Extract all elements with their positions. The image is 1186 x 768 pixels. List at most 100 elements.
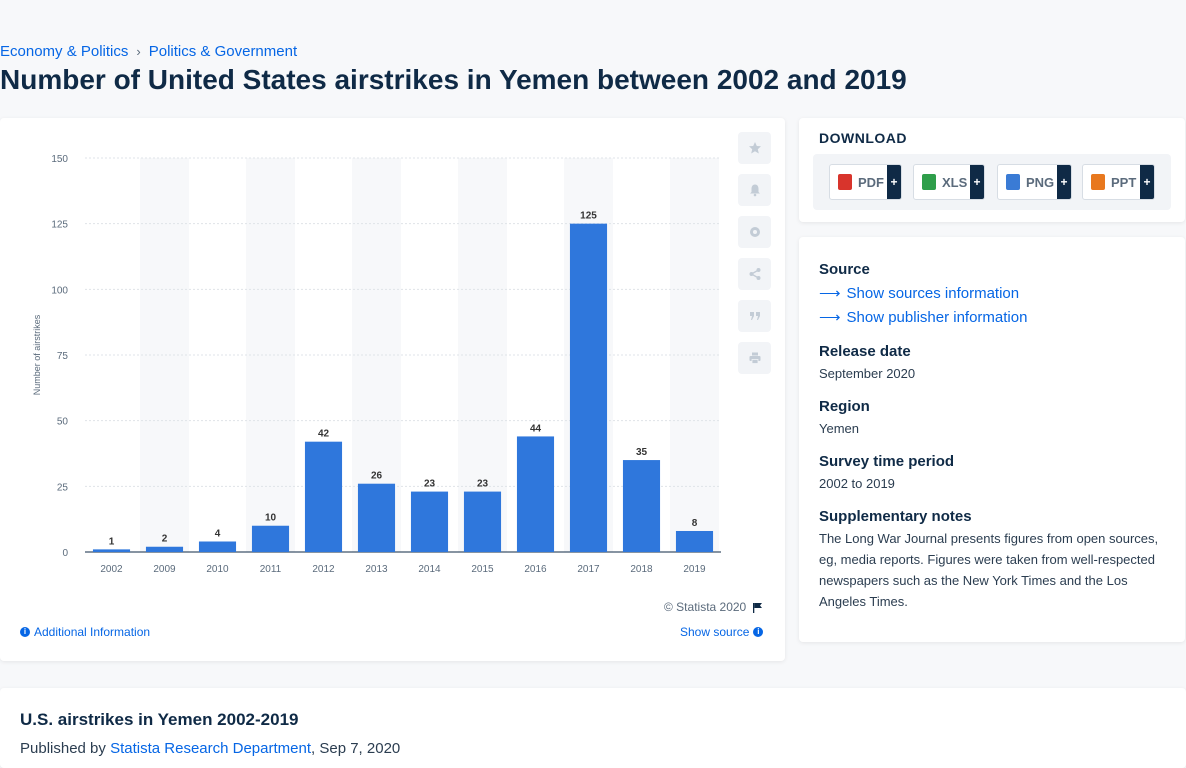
bar-chart: 0 25 50 75 100 125 150 Number of airstrikes 1 200… <box>32 154 721 575</box>
release-date-heading: Release date <box>819 343 911 360</box>
region-value: Yemen <box>819 421 859 436</box>
download-card: DOWNLOAD PDF + XLS + PNG + PPT + <box>799 118 1185 222</box>
page-title: Number of United States airstrikes in Ye… <box>0 64 907 95</box>
publication-title: U.S. airstrikes in Yemen 2002-2019 <box>20 710 299 729</box>
x-tick-label: 2010 <box>206 564 229 575</box>
chart-toolbar <box>738 132 771 374</box>
download-png-label: PNG <box>1026 174 1055 190</box>
x-tick-label: 2017 <box>577 564 600 575</box>
show-publisher-label: Show publisher information <box>846 308 1028 326</box>
info-icon: i <box>753 627 764 637</box>
x-tick-label: 2016 <box>524 564 547 575</box>
statistic-details-card: Source ⟶ Show sources information ⟶ Show… <box>799 237 1185 642</box>
share-icon[interactable] <box>738 258 771 290</box>
data-label: 125 <box>580 211 597 222</box>
data-label: 10 <box>265 513 277 524</box>
download-ppt-label: PPT <box>1111 174 1137 190</box>
show-source-link[interactable]: Show source i <box>680 625 764 639</box>
x-tick-label: 2019 <box>683 564 706 575</box>
y-axis-label: Number of airstrikes <box>32 314 42 395</box>
bar <box>516 436 555 552</box>
source-heading: Source <box>819 261 870 278</box>
download-png-button[interactable]: PNG + <box>997 164 1072 200</box>
xls-file-icon <box>922 174 936 190</box>
x-tick-label: 2011 <box>260 564 282 575</box>
download-ppt-button[interactable]: PPT + <box>1082 164 1155 200</box>
column-band <box>140 158 189 552</box>
x-tick-label: 2009 <box>153 564 176 575</box>
bar <box>410 491 449 552</box>
x-tick-label: 2013 <box>365 564 388 575</box>
y-tick-label: 100 <box>51 285 68 296</box>
data-label: 23 <box>424 479 436 490</box>
plus-icon[interactable]: + <box>1057 165 1071 199</box>
png-file-icon <box>1006 174 1020 190</box>
star-icon[interactable] <box>738 132 771 164</box>
flag-icon[interactable] <box>752 602 763 613</box>
bar <box>145 546 184 552</box>
breadcrumb-link-economy[interactable]: Economy & Politics <box>0 43 129 60</box>
survey-period-heading: Survey time period <box>819 453 955 470</box>
pdf-file-icon <box>838 174 852 190</box>
x-tick-label: 2012 <box>312 564 335 575</box>
y-tick-label: 125 <box>51 220 68 231</box>
ppt-file-icon <box>1091 174 1105 190</box>
download-xls-label: XLS <box>942 174 968 190</box>
bar <box>304 441 343 552</box>
x-tick-label: 2014 <box>418 564 441 575</box>
data-label: 42 <box>318 429 330 440</box>
x-tick-label: 2015 <box>471 564 494 575</box>
publisher-link[interactable]: Statista Research Department <box>110 740 312 757</box>
y-tick-label: 0 <box>62 548 68 559</box>
bar <box>569 223 608 552</box>
region-heading: Region <box>819 398 870 415</box>
plus-icon[interactable]: + <box>887 165 901 199</box>
print-icon[interactable] <box>738 342 771 374</box>
y-tick-label: 25 <box>57 482 69 493</box>
download-pdf-label: PDF <box>858 174 884 190</box>
publication-line: Published by Statista Research Departmen… <box>20 740 400 757</box>
plus-icon[interactable]: + <box>1140 165 1154 199</box>
bar <box>251 525 290 552</box>
bar <box>463 491 502 552</box>
additional-information-label: Additional Information <box>34 625 151 639</box>
y-tick-label: 50 <box>57 417 69 428</box>
plus-icon[interactable]: + <box>970 165 984 199</box>
breadcrumb: Economy & Politics › Politics & Governme… <box>0 43 297 60</box>
breadcrumb-link-politics[interactable]: Politics & Government <box>148 43 298 60</box>
download-xls-button[interactable]: XLS + <box>913 164 985 200</box>
bar <box>357 483 396 552</box>
quote-icon[interactable] <box>738 300 771 332</box>
y-tick-label: 75 <box>57 351 69 362</box>
x-tick-label: 2018 <box>630 564 653 575</box>
bar <box>92 549 131 552</box>
copyright: © Statista 2020 <box>664 600 763 614</box>
bar <box>198 541 237 552</box>
y-tick-label: 150 <box>51 154 68 165</box>
info-icon: i <box>20 627 30 637</box>
arrow-right-icon: ⟶ <box>819 285 841 302</box>
data-label: 44 <box>530 423 542 434</box>
x-tick-label: 2002 <box>100 564 123 575</box>
supplementary-notes-text: The Long War Journal presents figures fr… <box>819 531 1159 609</box>
bar <box>675 530 714 552</box>
data-label: 1 <box>109 536 115 547</box>
publication-card: U.S. airstrikes in Yemen 2002-2019 Publi… <box>0 688 1186 768</box>
show-sources-label: Show sources information <box>846 284 1020 302</box>
gear-icon[interactable] <box>738 216 771 248</box>
show-publisher-link[interactable]: ⟶ Show publisher information <box>819 308 1028 327</box>
data-label: 2 <box>162 534 168 545</box>
download-title: DOWNLOAD <box>819 130 907 146</box>
show-sources-link[interactable]: ⟶ Show sources information <box>819 284 1020 303</box>
show-source-label: Show source <box>680 625 750 639</box>
data-label: 8 <box>692 518 698 529</box>
arrow-right-icon: ⟶ <box>819 309 841 326</box>
data-label: 4 <box>215 528 221 539</box>
supplementary-notes-heading: Supplementary notes <box>819 508 972 525</box>
bell-icon[interactable] <box>738 174 771 206</box>
download-pdf-button[interactable]: PDF + <box>829 164 902 200</box>
publication-date: , Sep 7, 2020 <box>311 740 401 757</box>
release-date-value: September 2020 <box>819 366 916 381</box>
data-label: 35 <box>636 447 648 458</box>
additional-information-link[interactable]: i Additional Information <box>20 625 150 639</box>
